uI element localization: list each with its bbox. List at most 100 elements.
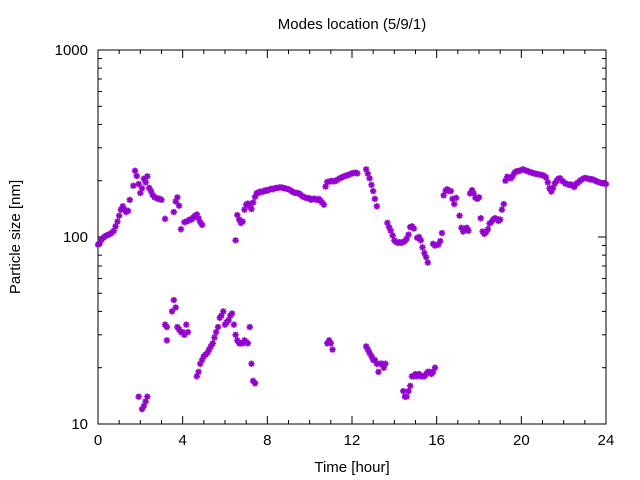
data-point <box>407 382 414 390</box>
data-point <box>546 185 553 192</box>
data-point <box>322 183 329 190</box>
data-point <box>373 203 380 210</box>
data-point <box>468 186 476 194</box>
data-point <box>417 237 424 244</box>
data-point <box>366 175 373 182</box>
data-point <box>197 218 204 226</box>
data-point <box>246 323 253 331</box>
data-point <box>251 193 259 201</box>
data-point <box>484 226 492 233</box>
data-point <box>452 194 460 202</box>
data-point <box>451 200 458 208</box>
data-point <box>500 200 507 208</box>
data-point <box>163 323 170 331</box>
data-point <box>135 393 142 400</box>
data-point <box>170 208 177 216</box>
axis-ticks: 0 4 8 12 16 20 24 10 100 1000 <box>55 42 615 449</box>
data-point <box>373 360 380 367</box>
data-point <box>387 227 394 234</box>
data-point <box>131 167 139 174</box>
data-point <box>364 346 372 353</box>
data-point <box>571 183 578 191</box>
data-point <box>177 226 185 233</box>
data-point <box>362 166 370 173</box>
x-axis-label: Time [hour] <box>314 459 389 476</box>
data-point <box>429 368 437 376</box>
data-point <box>422 253 430 261</box>
data-point <box>419 244 426 251</box>
data-point <box>435 241 442 248</box>
data-point <box>146 184 153 192</box>
data-point <box>246 203 253 210</box>
data-point <box>251 380 259 387</box>
data-point <box>241 206 248 213</box>
data-point <box>249 199 257 206</box>
data-point <box>112 223 119 230</box>
data-point <box>183 321 190 328</box>
data-point <box>544 179 551 186</box>
data-point <box>551 180 558 187</box>
data-point <box>239 340 246 347</box>
data-point <box>405 387 412 395</box>
data-point <box>144 393 151 400</box>
data-point <box>138 185 146 192</box>
x-tick-label: 20 <box>513 432 530 449</box>
data-point <box>542 174 550 181</box>
data-point <box>147 187 155 195</box>
data-point <box>248 360 255 367</box>
data-point <box>234 211 241 219</box>
data-point <box>385 223 393 231</box>
data-point <box>368 181 375 189</box>
data-point <box>438 229 446 237</box>
data-point <box>205 346 213 353</box>
chart-title: Modes location (5/9/1) <box>278 16 426 33</box>
data-point <box>142 179 149 186</box>
data-point <box>548 188 555 195</box>
data-point <box>403 393 410 400</box>
data-point <box>142 398 149 405</box>
data-point <box>161 215 169 223</box>
data-point <box>320 201 328 208</box>
data-point <box>509 173 516 180</box>
data-point <box>482 229 490 236</box>
data-point <box>198 356 206 364</box>
data-point <box>447 187 455 195</box>
data-point <box>324 340 331 347</box>
data-point <box>117 206 125 213</box>
data-point <box>193 373 201 380</box>
data-point <box>172 198 179 205</box>
y-tick-label: 1000 <box>55 42 88 59</box>
data-point <box>174 194 181 201</box>
data-point <box>114 218 121 225</box>
data-point <box>228 310 236 317</box>
data-point <box>371 195 379 203</box>
data-point <box>175 202 183 209</box>
data-point <box>163 337 170 344</box>
data-point <box>477 215 484 222</box>
data-point <box>400 387 407 395</box>
data-point <box>96 239 103 247</box>
data-point <box>389 232 396 239</box>
data-point <box>158 196 165 204</box>
data-point <box>440 192 447 199</box>
data-point <box>181 331 188 338</box>
data-point <box>449 195 456 203</box>
data-point <box>354 170 361 177</box>
data-point <box>119 203 126 210</box>
x-tick-label: 0 <box>94 432 102 449</box>
data-point <box>195 215 202 222</box>
data-point <box>248 205 255 213</box>
data-point <box>235 216 243 223</box>
x-tick-label: 24 <box>598 432 615 449</box>
data-point <box>371 356 379 364</box>
data-point <box>140 175 148 182</box>
data-point <box>502 177 509 184</box>
data-point <box>211 334 218 341</box>
data-point <box>325 337 333 344</box>
data-point <box>204 349 211 357</box>
x-tick-label: 8 <box>263 432 271 449</box>
y-tick-label: 10 <box>71 416 88 433</box>
data-point <box>369 187 377 195</box>
data-point <box>138 405 146 413</box>
data-point <box>329 346 336 353</box>
